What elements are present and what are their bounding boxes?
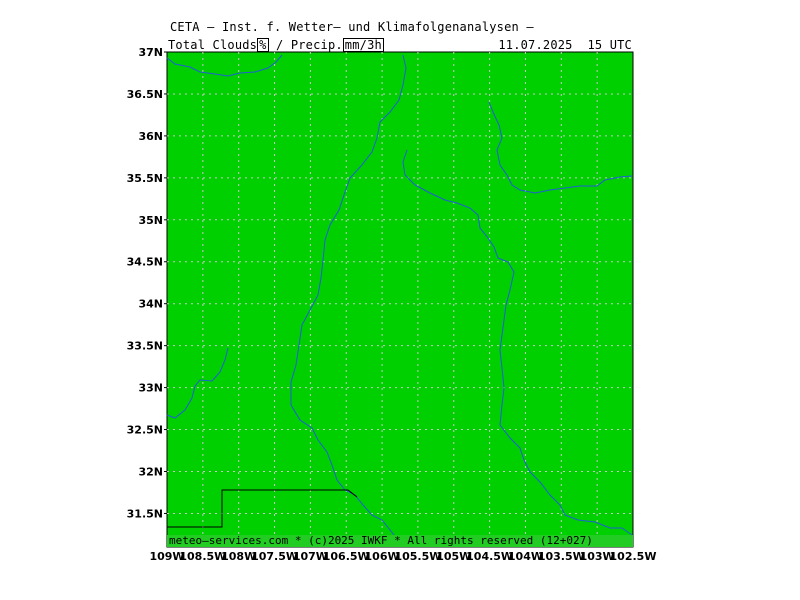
longitude-tick-label: 106.5W (323, 550, 370, 563)
map-subtitle: Total_Clouds% _/_Precip. mm/3h (168, 38, 384, 52)
longitude-tick-label: 104.5W (466, 550, 513, 563)
longitude-tick-label: 108W (221, 550, 256, 563)
river-pecos (402, 149, 633, 536)
map-grid (167, 52, 633, 547)
copyright-footer: meteo—services.com * (c)2025 IWKF * All … (167, 535, 633, 547)
longitude-tick-label: 106W (365, 550, 400, 563)
longitude-tick-label: 105.5W (394, 550, 441, 563)
longitude-tick-label: 103W (580, 550, 615, 563)
parameter-clouds: Total_Clouds (168, 38, 258, 52)
longitude-tick-label: 104W (508, 550, 543, 563)
latitude-tick-label: 36N (138, 130, 163, 143)
latitude-tick-label: 36.5N (127, 88, 163, 101)
latitude-tick-label: 34.5N (127, 256, 163, 269)
latitude-tick-label: 33.5N (127, 340, 163, 353)
longitude-axis: 109W108.5W108W107.5W107W106.5W106W105.5W… (149, 550, 656, 563)
map-field (166, 51, 634, 548)
longitude-tick-label: 103.5W (538, 550, 585, 563)
latitude-tick-label: 34N (138, 298, 163, 311)
latitude-tick-label: 37N (138, 46, 163, 59)
longitude-tick-label: 107.5W (251, 550, 298, 563)
river-rio-grande (290, 54, 407, 541)
river-top-left (166, 54, 283, 77)
river-canadian (488, 101, 633, 194)
latitude-tick-label: 35N (138, 214, 163, 227)
map-title: CETA — Inst. f. Wetter— und Klimafolgena… (170, 20, 534, 34)
map-timestamp: 11.07.2025 15 UTC (498, 38, 632, 52)
latitude-tick-label: 33N (138, 382, 163, 395)
longitude-tick-label: 107W (293, 550, 328, 563)
parameter-precip: _/_Precip. (268, 38, 343, 52)
latitude-tick-label: 32N (138, 465, 163, 478)
river-gila (166, 347, 229, 419)
latitude-tick-label: 32.5N (127, 424, 163, 437)
latitude-tick-label: 31.5N (127, 507, 163, 520)
longitude-tick-label: 108.5W (179, 550, 226, 563)
longitude-tick-label: 105W (436, 550, 471, 563)
latitude-tick-label: 35.5N (127, 172, 163, 185)
rivers-layer (166, 54, 633, 541)
latitude-axis: 37N 36.5N 36N 35.5N 35N 34.5N 34N 33.5N 33N 32.5N… (127, 46, 167, 520)
border-line (167, 489, 358, 528)
longitude-tick-label: 109W (149, 550, 184, 563)
longitude-tick-label: 102.5W (610, 550, 657, 563)
